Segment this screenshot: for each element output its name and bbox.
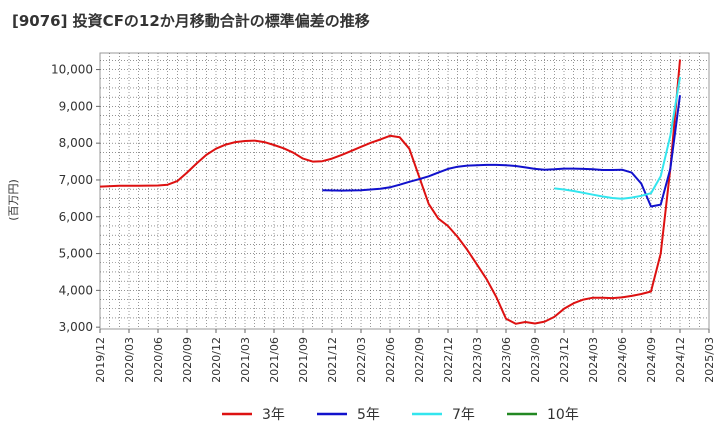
x-tick-label: 2023/03 [471,337,484,383]
legend-label: 7年 [452,407,475,423]
y-tick-label: 9,000 [59,99,93,113]
legend-label: 5年 [357,407,380,423]
x-tick-label: 2023/06 [500,337,513,383]
x-tick-label: 2024/09 [645,337,658,383]
x-tick-label: 2022/12 [442,337,455,383]
x-tick-label: 2021/06 [268,337,281,383]
series-line-5年 [322,95,681,208]
y-tick-label: 7,000 [59,173,93,187]
legend-label: 3年 [262,407,285,423]
chart-title: [9076] 投資CFの12か月移動合計の標準偏差の推移 [12,12,370,30]
legend: 3年 5年 7年 10年 [222,407,579,423]
y-tick-label: 4,000 [59,283,93,297]
legend-label: 10年 [547,407,579,423]
series-line-3年 [99,59,681,325]
x-tick-label: 2021/03 [239,337,252,383]
x-tick-label: 2024/06 [616,337,629,383]
x-tick-label: 2025/03 [703,337,716,383]
y-tick-label: 5,000 [59,247,93,261]
x-tick-label: 2020/03 [123,337,136,383]
x-tick-label: 2022/03 [355,337,368,383]
y-tick-label: 10,000 [51,63,93,77]
x-tick-label: 2022/09 [413,337,426,383]
x-axis-ticks: 2019/12 2020/03 2020/06 2020/09 2020/12 2021/… [94,329,716,383]
x-tick-label: 2021/09 [297,337,310,383]
x-tick-label: 2019/12 [94,337,107,383]
series-line-7年 [554,76,681,200]
y-tick-label: 6,000 [59,210,93,224]
plot-frame [99,52,710,330]
x-tick-label: 2023/12 [558,337,571,383]
series-layer [99,59,681,325]
x-tick-label: 2024/03 [587,337,600,383]
y-tick-label: 3,000 [59,320,93,334]
y-axis-label: (百万円) [7,179,20,221]
grid-lines [100,53,709,329]
y-axis-ticks: 3,000 4,000 5,000 6,000 7,000 8,000 9,000 10,00… [51,63,100,334]
x-tick-label: 2020/06 [152,337,165,383]
x-tick-label: 2020/12 [210,337,223,383]
x-tick-label: 2023/09 [529,337,542,383]
x-tick-label: 2020/09 [181,337,194,383]
y-tick-label: 8,000 [59,136,93,150]
x-tick-label: 2024/12 [674,337,687,383]
x-tick-label: 2021/12 [326,337,339,383]
x-tick-label: 2022/06 [384,337,397,383]
